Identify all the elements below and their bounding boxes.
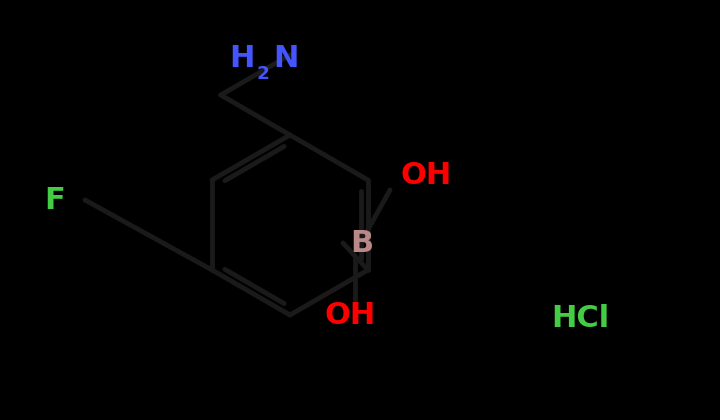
Text: F: F [45, 186, 66, 215]
Text: OH: OH [325, 300, 376, 330]
Text: H: H [230, 44, 255, 73]
Text: OH: OH [400, 160, 451, 189]
Text: HCl: HCl [551, 304, 609, 333]
Text: B: B [351, 228, 374, 257]
Text: 2: 2 [257, 65, 270, 83]
Text: N: N [273, 44, 298, 73]
